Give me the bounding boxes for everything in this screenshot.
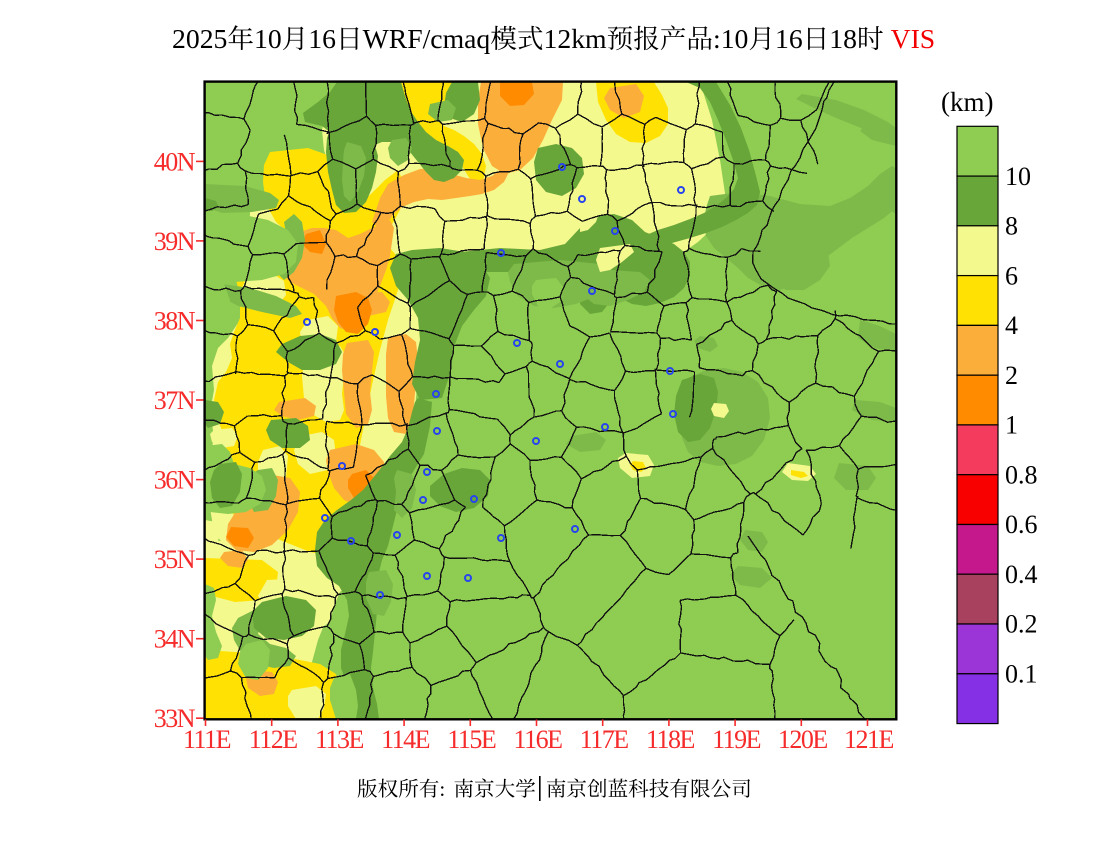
svg-text:119E: 119E (712, 725, 761, 754)
svg-text:10: 10 (721, 23, 749, 54)
svg-text:37N: 37N (154, 386, 196, 415)
svg-text:8: 8 (1005, 212, 1018, 241)
svg-text:WRF/cmaq: WRF/cmaq (363, 23, 491, 54)
svg-text:10: 10 (254, 23, 282, 54)
svg-text:0.2: 0.2 (1005, 610, 1038, 639)
svg-text:6: 6 (1005, 261, 1018, 290)
svg-text:2: 2 (1005, 361, 1018, 390)
svg-text:(km): (km) (941, 87, 993, 117)
svg-text:0.4: 0.4 (1005, 560, 1038, 589)
svg-text:35N: 35N (154, 545, 196, 574)
svg-text::: : (713, 23, 721, 54)
svg-text:117E: 117E (580, 725, 629, 754)
svg-text:33N: 33N (154, 704, 196, 733)
svg-text:114E: 114E (381, 725, 430, 754)
svg-text:12km: 12km (544, 23, 608, 54)
svg-text::: : (439, 777, 445, 801)
svg-text:16: 16 (775, 23, 803, 54)
svg-text:116E: 116E (514, 725, 563, 754)
svg-text:118E: 118E (646, 725, 695, 754)
svg-text:0.6: 0.6 (1005, 510, 1038, 539)
svg-text:18: 18 (829, 23, 857, 54)
svg-text:36N: 36N (154, 466, 196, 495)
svg-text:112E: 112E (249, 725, 298, 754)
svg-text:38N: 38N (154, 307, 196, 336)
svg-text:121E: 121E (844, 725, 894, 754)
svg-text:115E: 115E (447, 725, 496, 754)
svg-text:120E: 120E (778, 725, 828, 754)
svg-text:4: 4 (1005, 311, 1018, 340)
svg-text:VIS: VIS (891, 23, 936, 54)
svg-text:40N: 40N (154, 147, 196, 176)
svg-text:113E: 113E (315, 725, 364, 754)
svg-text:1: 1 (1005, 411, 1018, 440)
svg-text:111E: 111E (183, 725, 231, 754)
svg-text:39N: 39N (154, 227, 196, 256)
svg-text:2025: 2025 (172, 23, 227, 54)
svg-text:0.8: 0.8 (1005, 460, 1038, 489)
svg-text:0.1: 0.1 (1005, 660, 1038, 689)
svg-text:16: 16 (308, 23, 336, 54)
svg-text:34N: 34N (154, 625, 196, 654)
svg-text:10: 10 (1005, 162, 1031, 191)
